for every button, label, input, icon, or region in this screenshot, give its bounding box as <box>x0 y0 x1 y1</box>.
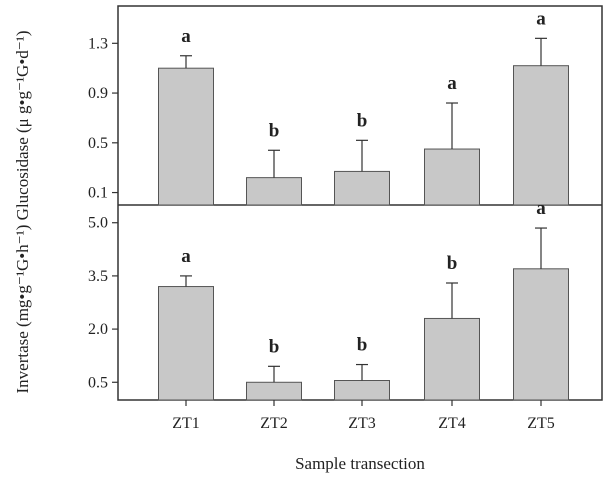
bar <box>513 268 569 401</box>
significance-label: a <box>181 246 191 267</box>
x-tick-label: ZT4 <box>438 415 466 432</box>
significance-label: b <box>269 120 280 141</box>
y-tick-label: 0.9 <box>88 85 108 102</box>
chart-marks: 0.1 0.5 0.9 1.3 a b b a a 0.5 2.0 3.5 5.0 a b b b a ZT1 ZT2… <box>88 8 569 432</box>
y-tick-label: 0.5 <box>88 135 108 152</box>
x-tick-label: ZT3 <box>348 415 376 432</box>
y-tick-label: 3.5 <box>88 268 108 285</box>
y-tick-label: 1.3 <box>88 35 108 52</box>
bar <box>424 148 480 206</box>
significance-label: a <box>181 26 191 47</box>
bar <box>424 317 480 401</box>
significance-label: b <box>357 110 368 131</box>
y-axis-title: Invertase (mg•g⁻¹G•h⁻¹) Glucosidase (μ g… <box>13 30 32 393</box>
x-tick-label: ZT5 <box>527 415 555 432</box>
bar <box>158 286 214 401</box>
significance-label: b <box>447 253 458 274</box>
y-tick-label: 2.0 <box>88 321 108 338</box>
bar <box>513 65 569 206</box>
significance-label: a <box>536 198 546 219</box>
x-tick-label: ZT1 <box>172 415 200 432</box>
y-tick-label: 5.0 <box>88 215 108 232</box>
bar <box>334 170 390 206</box>
significance-label: a <box>447 73 457 94</box>
y-tick-label: 0.5 <box>88 374 108 391</box>
y-tick-label: 0.1 <box>88 185 108 202</box>
significance-label: b <box>269 336 280 357</box>
bar <box>246 381 302 401</box>
x-tick-label: ZT2 <box>260 415 288 432</box>
significance-label: a <box>536 8 546 29</box>
bar <box>158 67 214 206</box>
bar <box>334 380 390 401</box>
significance-label: b <box>357 335 368 356</box>
x-axis-title: Sample transection <box>295 454 425 473</box>
bar <box>246 177 302 206</box>
